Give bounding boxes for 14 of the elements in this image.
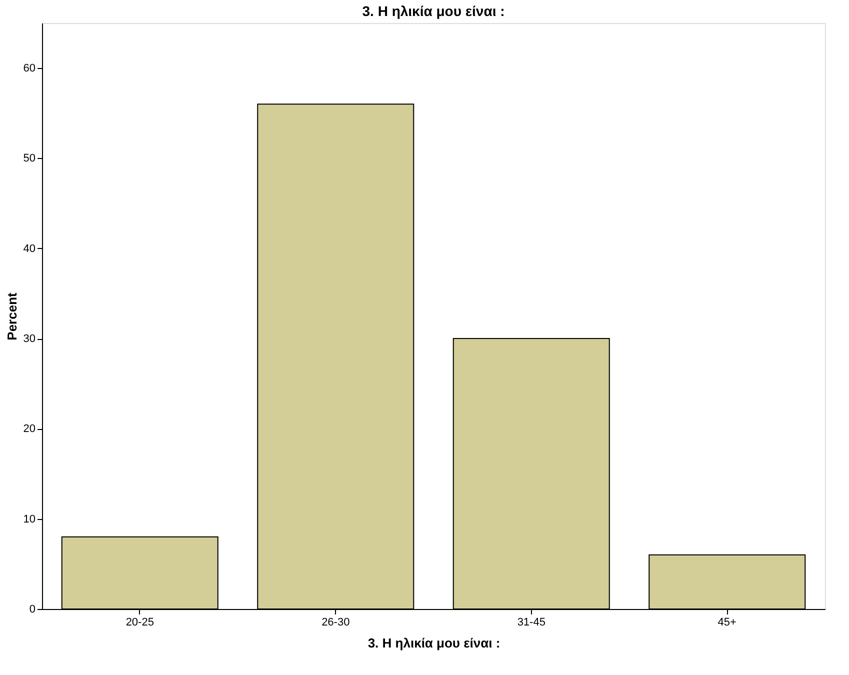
x-tick-label: 31-45 bbox=[517, 616, 546, 628]
y-tick-label: 10 bbox=[23, 513, 36, 526]
y-tick-label: 20 bbox=[23, 423, 36, 436]
x-tick-label: 45+ bbox=[718, 616, 736, 628]
x-axis-title: 3. Η ηλικία μου είναι : bbox=[368, 636, 500, 650]
y-tick-label: 40 bbox=[23, 242, 36, 255]
y-axis-title: Percent bbox=[4, 292, 20, 340]
chart-title: 3. Η ηλικία μου είναι : bbox=[362, 3, 505, 19]
x-tick-label: 26-30 bbox=[322, 616, 350, 628]
y-tick-label: 50 bbox=[23, 152, 36, 165]
y-tick-label: 30 bbox=[23, 333, 36, 346]
x-tick-label: 20-25 bbox=[126, 616, 154, 628]
y-tick-label: 60 bbox=[23, 62, 36, 75]
y-tick-label: 0 bbox=[29, 604, 36, 616]
